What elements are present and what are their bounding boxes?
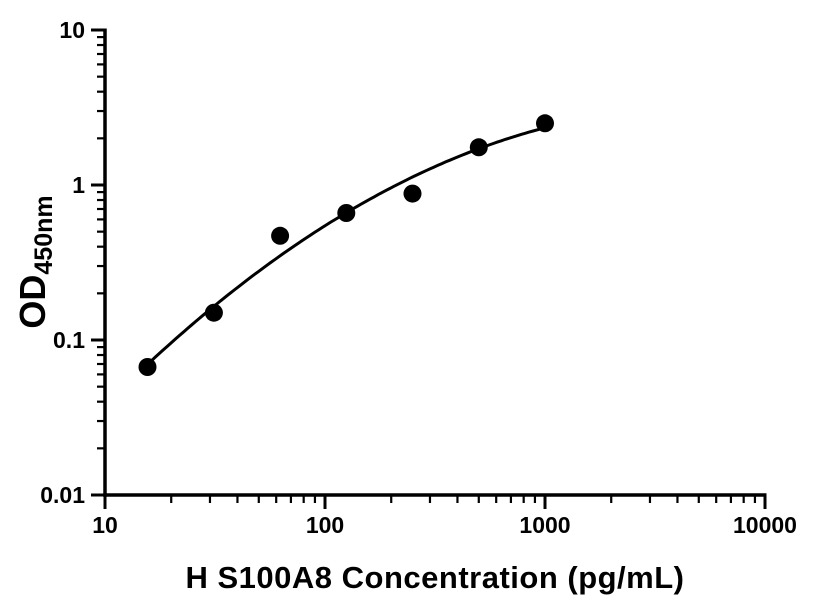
x-tick-label: 10	[92, 512, 118, 538]
y-axis-title-main: OD	[12, 274, 53, 329]
data-point	[536, 114, 554, 133]
data-point	[403, 184, 422, 203]
fit-curve	[146, 126, 547, 366]
data-point	[469, 138, 488, 157]
data-point	[271, 226, 290, 245]
x-tick-label: 100	[306, 512, 344, 538]
y-tick-label: 0.01	[40, 482, 85, 508]
y-tick-label: 1	[72, 172, 85, 198]
x-axis-title: H S100A8 Concentration (pg/mL)	[185, 560, 685, 595]
x-tick-label: 10000	[733, 512, 797, 538]
y-tick-label: 10	[59, 17, 85, 43]
data-point	[337, 204, 356, 222]
x-tick-label: 1000	[519, 512, 570, 538]
y-axis-title-subscript: 450nm	[30, 195, 58, 275]
data-point	[138, 358, 157, 376]
y-tick-label: 0.1	[53, 327, 85, 353]
y-axis-title: OD 450nm	[11, 162, 58, 362]
data-point	[204, 303, 223, 322]
